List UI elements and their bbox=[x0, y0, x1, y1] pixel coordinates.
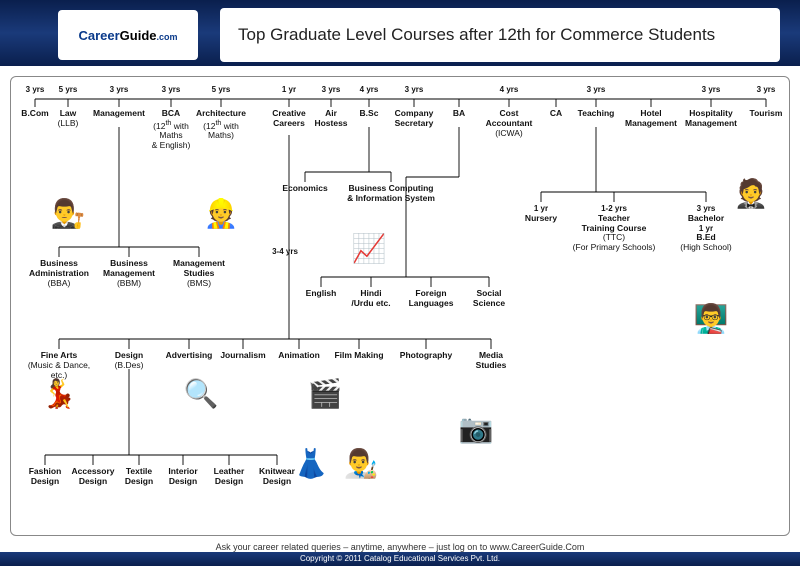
tree-node: Animation bbox=[278, 351, 320, 361]
tree-node: 3 yrs bbox=[162, 85, 181, 95]
tree-node: CA bbox=[550, 109, 562, 119]
tree-node: 1 yr bbox=[282, 85, 296, 95]
tree-node: TextileDesign bbox=[125, 467, 153, 487]
logo-part3: .com bbox=[157, 32, 178, 42]
tree-node: 5 yrs bbox=[212, 85, 231, 95]
tree-node: B.Sc bbox=[360, 109, 379, 119]
tree-node: 3 yrs bbox=[702, 85, 721, 95]
tree-node: BusinessAdministration(BBA) bbox=[29, 259, 89, 288]
tree-node: CreativeCareers bbox=[272, 109, 306, 129]
tree-node: FashionDesign bbox=[29, 467, 62, 487]
tree-node: Business Computing& Information System bbox=[347, 184, 435, 204]
tree-node: 4 yrs bbox=[360, 85, 379, 95]
tree-node: Hindi/Urdu etc. bbox=[351, 289, 390, 309]
tree-node: 3 yrs bbox=[322, 85, 341, 95]
tree-node: CostAccountant(ICWA) bbox=[486, 109, 533, 138]
tree-node: 3-4 yrs bbox=[272, 247, 298, 257]
logo-part2: Guide bbox=[120, 28, 157, 43]
tree-node: HospitalityManagement bbox=[685, 109, 737, 129]
tree-node: Law(LLB) bbox=[58, 109, 79, 129]
tree-node: AccessoryDesign bbox=[71, 467, 114, 487]
tree-node: Film Making bbox=[334, 351, 383, 361]
tree-node: 3 yrs bbox=[405, 85, 424, 95]
logo-part1: Career bbox=[78, 28, 119, 43]
tree-node: 3 yrs bbox=[110, 85, 129, 95]
tree-node: 3 yrs bbox=[587, 85, 606, 95]
tree-node: Architecture(12th withMaths) bbox=[196, 109, 246, 141]
tree-node: KnitwearDesign bbox=[259, 467, 295, 487]
title-text: Top Graduate Level Courses after 12th fo… bbox=[238, 25, 715, 45]
tree-node: InteriorDesign bbox=[168, 467, 197, 487]
tree-node: 5 yrs bbox=[59, 85, 78, 95]
page-title: Top Graduate Level Courses after 12th fo… bbox=[220, 8, 780, 62]
tree-node: Photography bbox=[400, 351, 452, 361]
tree-node: 3 yrs bbox=[26, 85, 45, 95]
tree-node: Teaching bbox=[578, 109, 615, 119]
tree-node: ForeignLanguages bbox=[409, 289, 454, 309]
tree-node: Economics bbox=[282, 184, 327, 194]
tree-node: 1-2 yrsTeacherTraining Course(TTC)(For P… bbox=[573, 204, 656, 253]
tree-node: 3 yrs bbox=[757, 85, 776, 95]
tree-node: Management bbox=[93, 109, 145, 119]
tree-node: 3 yrsBachelor1 yrB.Ed(High School) bbox=[680, 204, 732, 253]
tree-node: B.Com bbox=[21, 109, 48, 119]
tree-node: Design(B.Des) bbox=[115, 351, 144, 371]
tree-node: BusinessManagement(BBM) bbox=[103, 259, 155, 288]
logo: CareerGuide.com bbox=[58, 10, 198, 60]
tree-node: ManagementStudies(BMS) bbox=[173, 259, 225, 288]
tree-node: 4 yrs bbox=[500, 85, 519, 95]
tree-node: BA bbox=[453, 109, 465, 119]
tree-node: Journalism bbox=[220, 351, 265, 361]
tree-node: AirHostess bbox=[314, 109, 347, 129]
tree-node: MediaStudies bbox=[476, 351, 507, 371]
tree-node: HotelManagement bbox=[625, 109, 677, 129]
header-bar: CareerGuide.com Top Graduate Level Cours… bbox=[0, 0, 800, 66]
tree-node: Fine Arts(Music & Dance,etc.) bbox=[28, 351, 90, 380]
tree-node: Tourism bbox=[750, 109, 783, 119]
diagram-content: 3 yrs B.Com 5 yrs Law(LLB) 3 yrs Management 3 … bbox=[10, 76, 790, 536]
tree-node: BCA(12th withMaths& English) bbox=[152, 109, 191, 151]
footer-ask: Ask your career related queries – anytim… bbox=[10, 542, 790, 552]
tree-node: 1 yrNursery bbox=[525, 204, 557, 224]
footer-copyright: Copyright © 2011 Catalog Educational Ser… bbox=[0, 552, 800, 566]
tree-node: Advertising bbox=[166, 351, 213, 361]
tree-node: English bbox=[306, 289, 337, 299]
tree-node: CompanySecretary bbox=[395, 109, 434, 129]
tree-node: LeatherDesign bbox=[214, 467, 245, 487]
tree-node: SocialScience bbox=[473, 289, 505, 309]
